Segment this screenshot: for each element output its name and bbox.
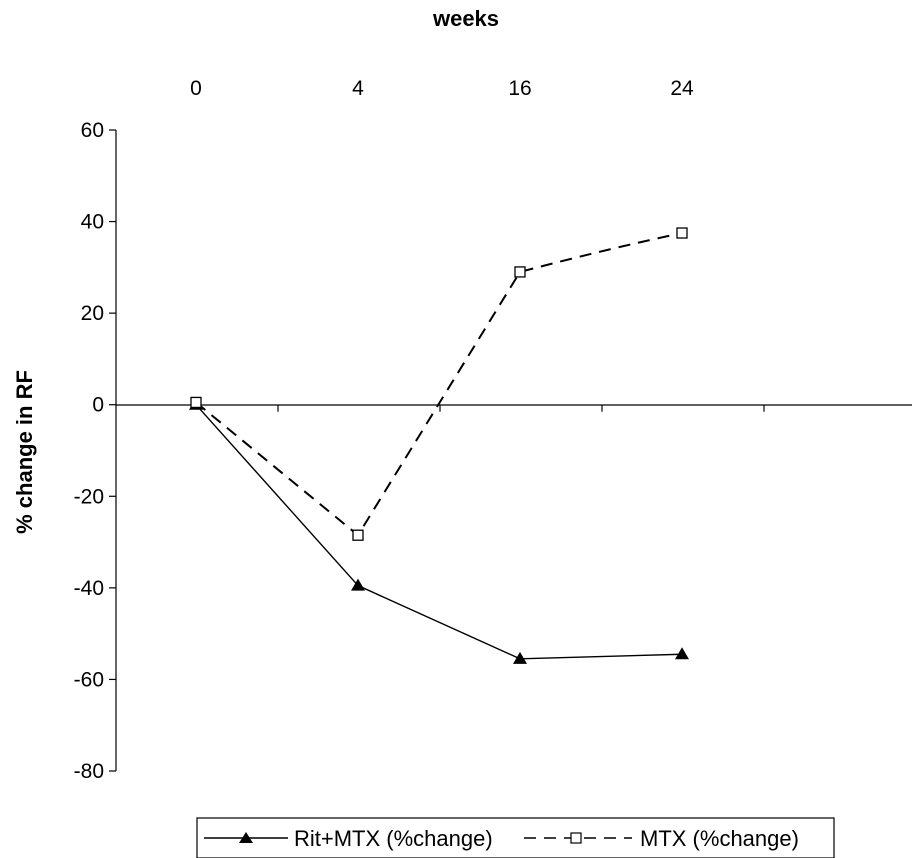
data-point-mtx — [352, 529, 364, 541]
data-point-rit-mtx — [513, 651, 527, 664]
data-point-rit-mtx — [675, 647, 689, 660]
legend-marker-triangle — [239, 832, 253, 843]
x-tick-label: 4 — [352, 77, 364, 100]
x-tick-label: 24 — [670, 77, 694, 100]
data-point-mtx — [514, 266, 526, 278]
legend-label-mtx: MTX (%change) — [640, 826, 799, 851]
series-line-rit-mtx — [195, 404, 683, 660]
series-layer — [189, 227, 689, 664]
y-tick-label: 0 — [92, 394, 104, 417]
series-line-mtx — [195, 232, 683, 537]
y-tick-label: -60 — [74, 668, 104, 691]
y-ticks: 60 40 20 0 -20 -40 -60 -80 — [74, 119, 116, 783]
y-tick-label: -80 — [74, 760, 104, 783]
y-axis-title: % change in RF — [12, 370, 37, 534]
legend-box — [196, 817, 835, 858]
data-point-rit-mtx — [351, 578, 365, 591]
y-tick-label: -40 — [74, 577, 104, 600]
x-axis-title: weeks — [432, 6, 499, 31]
x-tick-label: 0 — [190, 77, 202, 100]
legend: Rit+MTX (%change) MTX (%change) — [196, 817, 835, 858]
data-point-mtx — [190, 396, 202, 409]
x-tick-label: 16 — [508, 77, 531, 100]
data-point-mtx — [676, 227, 688, 239]
x-ticks: 0 4 16 24 — [190, 77, 765, 412]
y-tick-label: 20 — [81, 302, 104, 325]
y-tick-label: -20 — [74, 485, 104, 508]
y-tick-label: 40 — [81, 211, 104, 234]
legend-label-rit-mtx: Rit+MTX (%change) — [294, 826, 493, 851]
y-tick-label: 60 — [81, 119, 104, 142]
legend-marker-square — [570, 832, 582, 844]
